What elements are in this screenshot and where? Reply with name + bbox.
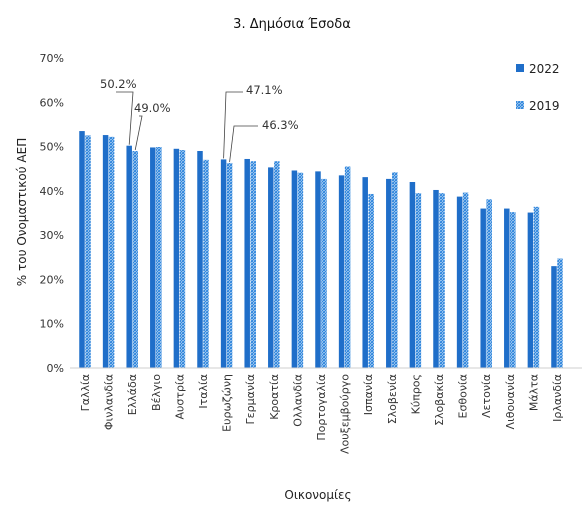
category-label: Ιταλία (197, 374, 210, 409)
bar-2022-3 (150, 147, 156, 368)
legend-label-2022: 2022 (529, 62, 560, 76)
category-label: Φινλανδία (103, 374, 116, 430)
bar-2022-18 (504, 208, 510, 368)
y-tick-label: 40% (40, 185, 64, 198)
y-tick-label: 60% (40, 96, 64, 109)
bar-2019-0 (85, 135, 91, 368)
category-label: Ελλάδα (126, 374, 139, 415)
legend: 2022 2019 (516, 62, 560, 113)
y-tick-label: 30% (40, 229, 64, 242)
bar-2022-13 (386, 178, 392, 368)
bar-2019-2 (132, 151, 138, 368)
bar-2022-6 (220, 159, 227, 368)
y-tick-label: 20% (40, 273, 64, 286)
bar-2022-11 (338, 175, 345, 368)
annotation-label: 46.3% (262, 118, 299, 132)
chart-title: 3. Δημόσια Έσοδα (233, 17, 351, 32)
category-label: Γαλλία (79, 374, 92, 411)
bar-2019-4 (179, 150, 186, 368)
bar-2019-1 (108, 136, 115, 368)
bar-2022-4 (173, 148, 180, 368)
category-label: Κύπρος (409, 374, 422, 414)
x-axis-title: Οικονομίες (284, 488, 351, 502)
bar-2019-18 (510, 212, 516, 368)
bar-2022-7 (244, 158, 250, 368)
bar-2022-9 (291, 170, 298, 368)
bar-2019-3 (156, 147, 162, 368)
legend-swatch-2019 (516, 101, 524, 109)
bar-2022-20 (551, 266, 557, 368)
category-label: Γερμανία (244, 374, 257, 424)
bar-2019-13 (392, 172, 398, 368)
bar-2022-12 (362, 177, 368, 368)
bar-2022-2 (126, 145, 132, 368)
bar-2022-17 (480, 208, 486, 368)
bar-2022-1 (102, 135, 109, 368)
category-label: Κροατία (268, 374, 281, 420)
bar-2019-7 (250, 161, 256, 368)
legend-swatch-2022 (516, 64, 524, 72)
bar-2022-10 (315, 171, 321, 368)
annotation-leader (223, 91, 243, 159)
bar-2022-19 (527, 212, 534, 368)
bar-2022-5 (197, 151, 203, 368)
y-axis-title: % του Ονομαστικού ΑΕΠ (15, 138, 29, 286)
legend-label-2019: 2019 (529, 99, 560, 113)
bar-2019-5 (203, 159, 209, 368)
bar-2022-14 (409, 182, 416, 368)
annotation-leader (229, 125, 258, 163)
bar-2022-0 (79, 131, 85, 368)
bar-2019-14 (415, 193, 422, 368)
bar-2019-12 (368, 193, 374, 368)
category-label: Ολλανδία (291, 374, 304, 427)
bar-2019-8 (274, 161, 280, 368)
bar-2022-8 (268, 167, 274, 368)
bar-2019-20 (557, 258, 563, 368)
category-label: Σλοβακία (433, 374, 446, 426)
category-label: Ιρλανδία (551, 374, 564, 422)
annotation-label: 50.2% (100, 77, 137, 91)
bar-2019-15 (439, 193, 445, 368)
bar-2019-19 (533, 206, 540, 368)
bar-2019-10 (321, 178, 327, 368)
bar-2019-11 (344, 166, 351, 368)
bar-2019-17 (486, 199, 492, 368)
annotation-leader (134, 115, 143, 151)
category-label: Αυστρία (173, 374, 186, 419)
category-label: Πορτογαλία (315, 374, 328, 441)
y-tick-label: 0% (47, 362, 64, 375)
category-label: Ευρωζώνη (221, 374, 234, 432)
bar-2022-16 (456, 196, 463, 368)
bar-2019-16 (462, 192, 469, 368)
annotation-label: 47.1% (246, 83, 283, 97)
category-label: Λουξεμβούργο (339, 374, 352, 454)
annotation-leader (116, 91, 134, 145)
category-label: Βέλγιο (150, 374, 163, 411)
category-label: Ισπανία (362, 374, 375, 415)
annotation-label: 49.0% (134, 101, 171, 115)
bar-2019-9 (297, 172, 304, 368)
bar-2019-6 (226, 162, 233, 368)
category-label: Λιθουανία (504, 374, 517, 429)
y-tick-label: 50% (40, 141, 64, 154)
category-label: Λετονία (480, 374, 493, 418)
y-tick-label: 10% (40, 318, 64, 331)
y-tick-label: 70% (40, 52, 64, 65)
category-label: Σλοβενία (386, 374, 399, 424)
bar-2022-15 (433, 189, 439, 368)
category-label: Εσθονία (457, 374, 470, 419)
category-label: Μάλτα (527, 374, 540, 411)
